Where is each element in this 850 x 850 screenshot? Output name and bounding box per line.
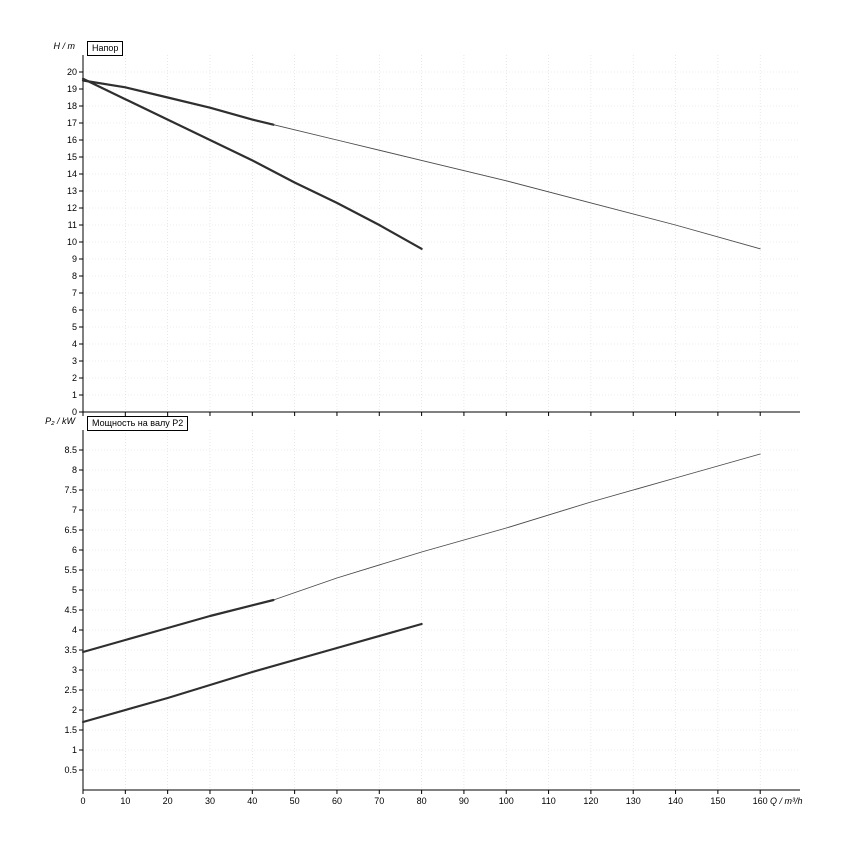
x-tick-label: 100 [499, 796, 514, 806]
x-tick-label: 120 [583, 796, 598, 806]
flow-x-axis-label: Q / m³/h [770, 796, 803, 806]
y-tick-label: 15 [67, 152, 77, 162]
y-tick-label: 11 [68, 220, 77, 230]
y-tick-label: 16 [67, 135, 77, 145]
x-tick-label: 50 [290, 796, 300, 806]
head-curve-pump1-extension [273, 124, 761, 250]
y-tick-label: 10 [67, 237, 77, 247]
y-tick-label: 20 [67, 67, 77, 77]
x-tick-label: 140 [668, 796, 683, 806]
x-tick-label: 20 [163, 796, 173, 806]
y-tick-label: 6.5 [64, 525, 77, 535]
x-tick-label: 10 [120, 796, 130, 806]
power-panel-title: Мощность на валу P2 [87, 416, 189, 431]
y-tick-label: 4.5 [64, 605, 77, 615]
x-tick-label: 90 [459, 796, 469, 806]
y-tick-label: 12 [67, 203, 77, 213]
x-tick-label: 150 [710, 796, 725, 806]
x-tick-label: 30 [205, 796, 215, 806]
head-curve-pump1-duty [81, 79, 275, 126]
y-tick-label: 8 [72, 271, 77, 281]
y-tick-label: 5.5 [64, 565, 77, 575]
y-tick-label: 7 [72, 288, 77, 298]
y-tick-label: 4 [72, 339, 77, 349]
y-tick-label: 1 [72, 390, 77, 400]
x-tick-label: 40 [247, 796, 257, 806]
y-tick-label: 8 [72, 465, 77, 475]
y-tick-label: 0 [72, 407, 77, 417]
y-tick-label: 5 [72, 585, 77, 595]
y-tick-label: 3.5 [64, 645, 77, 655]
y-tick-label: 1 [72, 745, 77, 755]
y-tick-label: 3 [72, 665, 77, 675]
power-curve-pump1-duty [81, 598, 275, 654]
x-tick-label: 80 [417, 796, 427, 806]
y-tick-label: 1.5 [64, 725, 77, 735]
y-tick-label: 14 [67, 169, 77, 179]
y-tick-label: 4 [72, 625, 77, 635]
y-tick-label: 2 [72, 373, 77, 383]
y-tick-label: 9 [72, 254, 77, 264]
x-tick-label: 130 [626, 796, 641, 806]
y-tick-label: 3 [72, 356, 77, 366]
head-y-axis-label: H / m [53, 41, 76, 51]
y-tick-label: 8.5 [64, 445, 77, 455]
y-tick-label: 7 [72, 505, 77, 515]
x-tick-label: 110 [541, 796, 555, 806]
y-tick-label: 5 [72, 322, 77, 332]
y-tick-label: 7.5 [64, 485, 77, 495]
y-tick-label: 6 [72, 545, 77, 555]
y-tick-label: 2 [72, 705, 77, 715]
power-y-axis-label: P₂ / kW [45, 416, 75, 426]
y-tick-label: 2.5 [64, 685, 77, 695]
head-curve-pump2-duty [81, 77, 423, 250]
y-tick-label: 6 [72, 305, 77, 315]
x-tick-label: 0 [80, 796, 85, 806]
y-tick-label: 17 [67, 118, 77, 128]
y-tick-label: 19 [67, 84, 77, 94]
y-tick-label: 18 [67, 101, 77, 111]
power-curve-pump1-extension [273, 453, 761, 601]
y-tick-label: 13 [67, 186, 77, 196]
x-tick-label: 70 [374, 796, 384, 806]
head-panel-title: Напор [87, 41, 124, 56]
x-tick-label: 160 [753, 796, 768, 806]
y-tick-label: 0.5 [64, 765, 77, 775]
power-curve-pump2-duty [81, 622, 423, 724]
x-tick-label: 60 [332, 796, 342, 806]
